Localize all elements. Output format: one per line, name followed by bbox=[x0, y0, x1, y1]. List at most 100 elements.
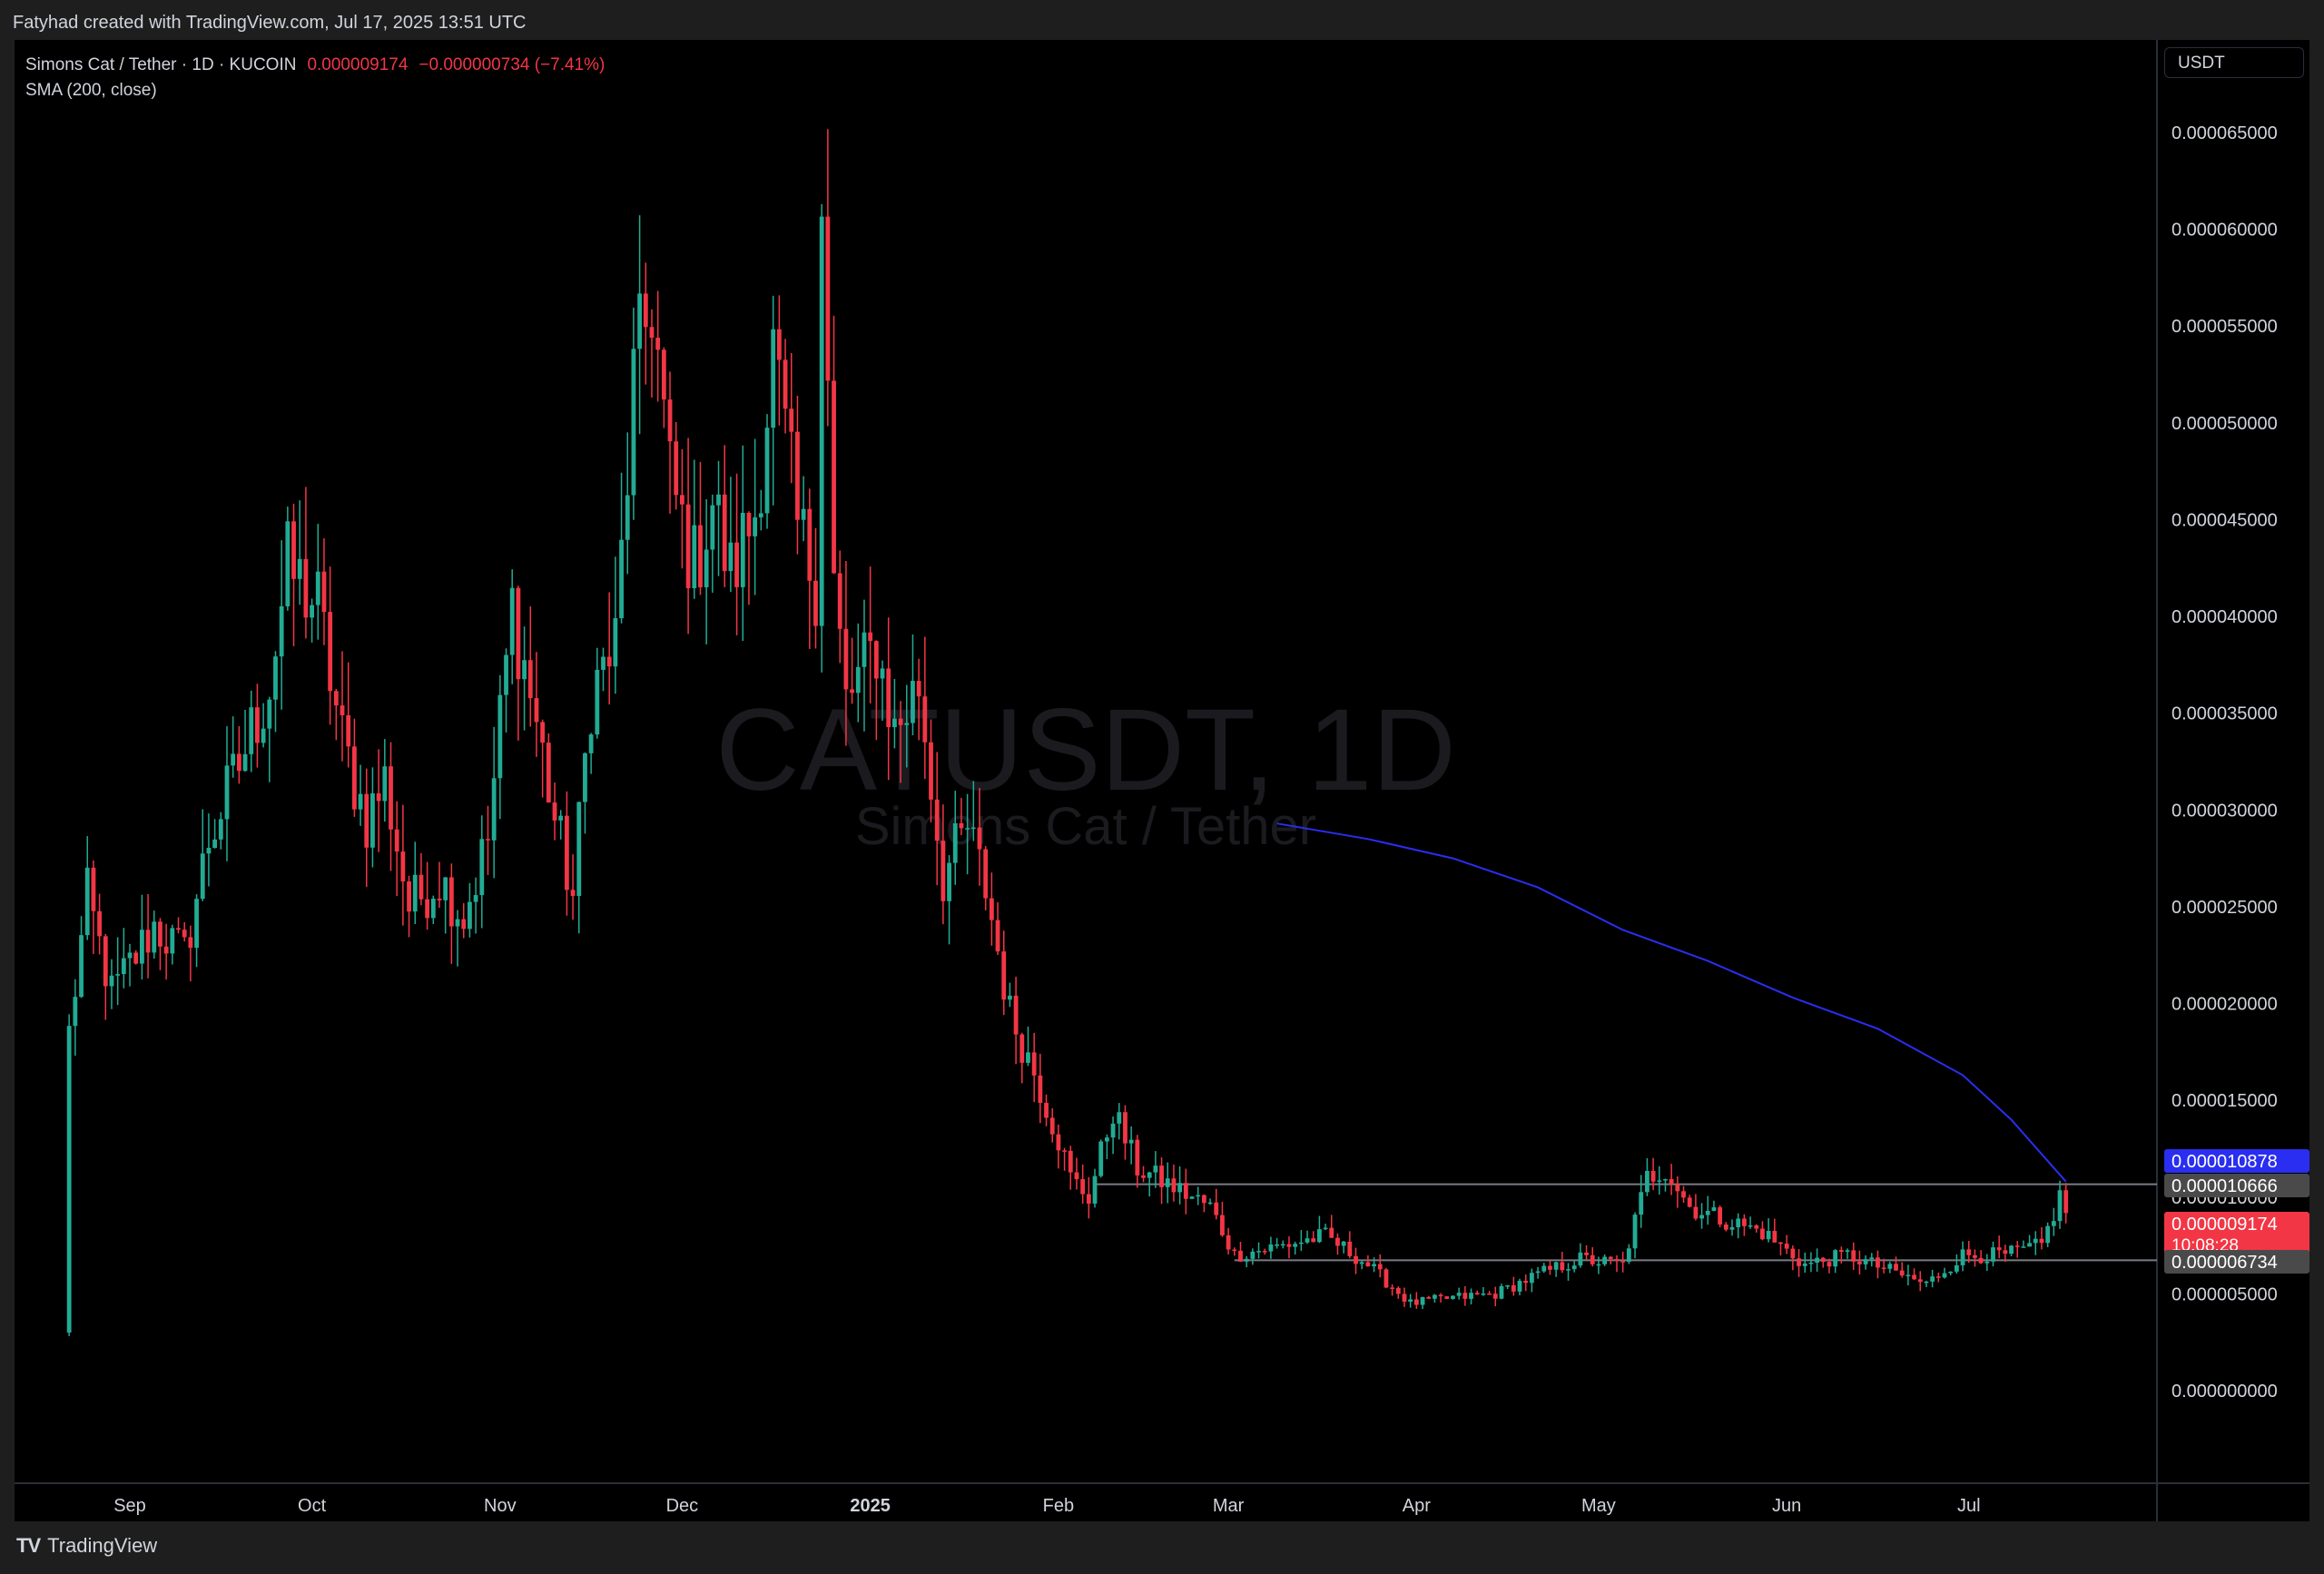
candle-body[interactable] bbox=[1935, 1276, 1941, 1278]
candle-body[interactable] bbox=[1153, 1166, 1158, 1173]
candle-body[interactable] bbox=[1250, 1251, 1256, 1259]
candle-body[interactable] bbox=[825, 216, 831, 381]
candle-body[interactable] bbox=[746, 513, 752, 536]
candle-body[interactable] bbox=[73, 997, 78, 1027]
candle-body[interactable] bbox=[837, 573, 842, 629]
candle-body[interactable] bbox=[564, 815, 569, 890]
candle-body[interactable] bbox=[2033, 1238, 2038, 1244]
candle-body[interactable] bbox=[1748, 1225, 1753, 1227]
candle-body[interactable] bbox=[328, 612, 333, 692]
candle-body[interactable] bbox=[1499, 1285, 1504, 1299]
candle-body[interactable] bbox=[1905, 1274, 1911, 1276]
candle-body[interactable] bbox=[534, 698, 539, 723]
candle-body[interactable] bbox=[358, 793, 363, 810]
candle-body[interactable] bbox=[1298, 1242, 1304, 1244]
candle-body[interactable] bbox=[728, 542, 734, 572]
candle-body[interactable] bbox=[1790, 1248, 1796, 1259]
candle-body[interactable] bbox=[873, 641, 879, 679]
candle-body[interactable] bbox=[832, 380, 836, 574]
candle-body[interactable] bbox=[1996, 1247, 2002, 1251]
candle-body[interactable] bbox=[1238, 1250, 1243, 1262]
candle-body[interactable] bbox=[1705, 1210, 1710, 1215]
candle-body[interactable] bbox=[468, 901, 472, 930]
candle-body[interactable] bbox=[340, 705, 345, 715]
candle-body[interactable] bbox=[613, 618, 618, 667]
candle-body[interactable] bbox=[249, 707, 254, 754]
candle-body[interactable] bbox=[443, 877, 448, 900]
candle-body[interactable] bbox=[1912, 1274, 1916, 1280]
candle-body[interactable] bbox=[200, 853, 205, 900]
candle-body[interactable] bbox=[152, 921, 157, 953]
candle-body[interactable] bbox=[716, 494, 721, 506]
candle-body[interactable] bbox=[674, 441, 679, 496]
candle-body[interactable] bbox=[1639, 1192, 1644, 1215]
candle-body[interactable] bbox=[649, 327, 655, 339]
candle-body[interactable] bbox=[1316, 1229, 1322, 1243]
candle-body[interactable] bbox=[1092, 1176, 1098, 1204]
candle-body[interactable] bbox=[1869, 1257, 1875, 1260]
candle-body[interactable] bbox=[1481, 1294, 1486, 1295]
candle-body[interactable] bbox=[394, 829, 399, 852]
candle-body[interactable] bbox=[66, 1026, 72, 1333]
candle-body[interactable] bbox=[1669, 1178, 1674, 1185]
candle-body[interactable] bbox=[103, 936, 108, 987]
candle-body[interactable] bbox=[1887, 1264, 1893, 1269]
candle-body[interactable] bbox=[1329, 1227, 1334, 1238]
candle-body[interactable] bbox=[1256, 1251, 1261, 1253]
candle-body[interactable] bbox=[1395, 1287, 1401, 1294]
candle-body[interactable] bbox=[400, 851, 406, 882]
candle-body[interactable] bbox=[273, 656, 278, 700]
candle-body[interactable] bbox=[1815, 1257, 1820, 1263]
candle-body[interactable] bbox=[983, 849, 989, 899]
candle-body[interactable] bbox=[1523, 1280, 1529, 1284]
candle-body[interactable] bbox=[291, 521, 296, 579]
candle-body[interactable] bbox=[163, 946, 169, 954]
candle-body[interactable] bbox=[698, 525, 703, 587]
candle-body[interactable] bbox=[970, 827, 976, 830]
candle-body[interactable] bbox=[1571, 1265, 1577, 1270]
candle-body[interactable] bbox=[1201, 1195, 1206, 1204]
candle-body[interactable] bbox=[437, 898, 442, 900]
candle-body[interactable] bbox=[425, 899, 430, 919]
candle-body[interactable] bbox=[1991, 1247, 1995, 1262]
candle-body[interactable] bbox=[1413, 1299, 1419, 1305]
candle-body[interactable] bbox=[771, 329, 776, 428]
candle-body[interactable] bbox=[1802, 1263, 1807, 1266]
candle-body[interactable] bbox=[516, 587, 521, 680]
candle-body[interactable] bbox=[84, 867, 90, 936]
candle-body[interactable] bbox=[2014, 1245, 2020, 1247]
candle-body[interactable] bbox=[764, 428, 770, 514]
candle-body[interactable] bbox=[1560, 1262, 1565, 1271]
candle-body[interactable] bbox=[1426, 1296, 1432, 1299]
candle-body[interactable] bbox=[1183, 1183, 1188, 1199]
candle-body[interactable] bbox=[455, 919, 460, 927]
candle-body[interactable] bbox=[685, 504, 691, 588]
candle-body[interactable] bbox=[1104, 1137, 1109, 1142]
candle-body[interactable] bbox=[631, 349, 636, 496]
candle-body[interactable] bbox=[1650, 1170, 1656, 1182]
candle-body[interactable] bbox=[595, 669, 600, 735]
candle-body[interactable] bbox=[2039, 1238, 2044, 1244]
candle-body[interactable] bbox=[576, 802, 582, 897]
candle-body[interactable] bbox=[1214, 1202, 1219, 1215]
candle-body[interactable] bbox=[1833, 1250, 1838, 1267]
candle-body[interactable] bbox=[1171, 1178, 1177, 1193]
candle-body[interactable] bbox=[540, 722, 546, 743]
candle-body[interactable] bbox=[904, 723, 910, 725]
candle-body[interactable] bbox=[1049, 1117, 1055, 1135]
candle-body[interactable] bbox=[2009, 1245, 2014, 1254]
candle-body[interactable] bbox=[1827, 1262, 1832, 1267]
currency-button[interactable]: USDT bbox=[2164, 47, 2304, 78]
candle-body[interactable] bbox=[1068, 1150, 1073, 1173]
candle-body[interactable] bbox=[947, 862, 951, 901]
candle-body[interactable] bbox=[637, 293, 643, 349]
candle-body[interactable] bbox=[619, 539, 624, 619]
candle-body[interactable] bbox=[1487, 1294, 1492, 1295]
candle-body[interactable] bbox=[2003, 1250, 2008, 1254]
candle-body[interactable] bbox=[929, 742, 933, 800]
candle-body[interactable] bbox=[995, 920, 1000, 952]
candle-body[interactable] bbox=[310, 605, 314, 618]
candle-body[interactable] bbox=[643, 293, 648, 328]
candle-body[interactable] bbox=[491, 778, 497, 841]
candle-body[interactable] bbox=[1013, 995, 1019, 1035]
